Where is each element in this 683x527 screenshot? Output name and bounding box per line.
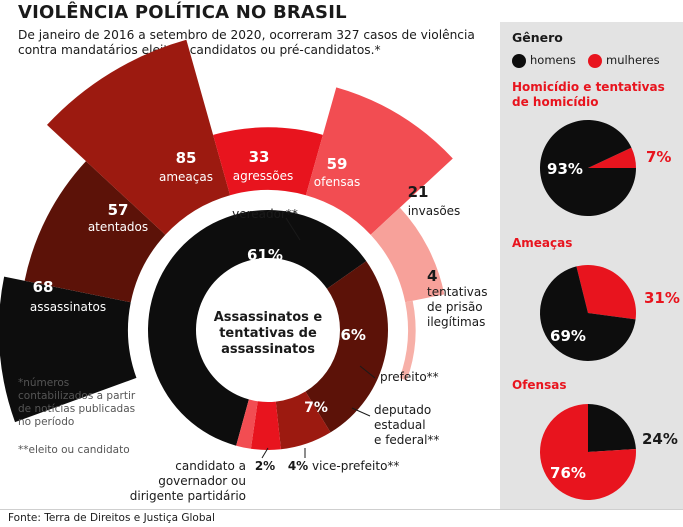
legend-dot-homens (512, 54, 526, 68)
page-title: VIOLÊNCIA POLÍTICA NO BRASIL (18, 2, 347, 23)
pie-slice-homens (540, 119, 636, 216)
arc-bar-6 (399, 300, 416, 381)
pie-value-label: 76% (550, 464, 586, 482)
pie-value-label: 24% (642, 430, 678, 448)
arc-category-label: invasões (408, 204, 461, 218)
arc-bar-1 (24, 161, 166, 303)
footnote-1: *números contabilizados a partir de notí… (18, 377, 135, 429)
footnote-2: **eleito ou candidato (18, 444, 130, 456)
donut-category-label: prefeito** (380, 370, 439, 384)
donut-slice-4 (236, 399, 258, 449)
arc-value-label: 59 (327, 155, 348, 173)
arc-value-label: 85 (176, 149, 197, 167)
donut-value-label: 2% (255, 459, 275, 473)
donut-category-label: vereador** (232, 207, 298, 221)
arc-category-label: ameaças (159, 170, 213, 184)
legend-label-homens: homens (530, 53, 576, 67)
pie-value-label: 93% (547, 160, 583, 178)
legend-dot-mulheres (588, 54, 602, 68)
arc-value-label: 21 (408, 183, 429, 201)
section-title-ameacas: Ameaças (512, 236, 573, 250)
legend-label-mulheres: mulheres (606, 53, 660, 67)
arc-bars (0, 39, 453, 423)
donut-value-label: 4% (288, 459, 308, 473)
arc-value-label: 68 (33, 278, 54, 296)
leader-line (359, 365, 376, 379)
pie-slice-mulheres (588, 147, 636, 168)
donut-slice-3 (250, 401, 281, 450)
arc-category-label: tentativas de prisão ilegítimas (427, 285, 488, 329)
arc-bar-4 (305, 87, 453, 235)
radial-chart: Assassinatos e tentativas de assassinatos6… (0, 39, 488, 503)
arc-bar-0 (0, 276, 137, 423)
donut-category-label: candidato a governador ou dirigente partid… (130, 459, 246, 503)
arc-value-label: 4 (427, 267, 437, 285)
source-note: Fonte: Terra de Direitos e Justiça Globa… (8, 512, 215, 524)
donut-slice-2 (275, 391, 331, 450)
donut-category-label: vice-prefeito** (312, 459, 399, 473)
arc-category-label: ofensas (314, 175, 360, 189)
donut-value-label: 26% (330, 326, 366, 344)
gender-pies: 93% 7% 69% 31% 24% 76% (540, 119, 680, 500)
divider (0, 509, 683, 510)
donut-slice-1 (305, 261, 388, 433)
page-subtitle: De janeiro de 2016 a setembro de 2020, o… (18, 28, 475, 57)
arc-category-label: atentados (88, 220, 148, 234)
donut-category-label: deputado estadual e federal** (374, 403, 439, 447)
pie-slice-homens (540, 266, 636, 361)
pie-value-label: 69% (550, 327, 586, 345)
donut-chart: Assassinatos e tentativas de assassinatos 6… (130, 207, 440, 503)
footnote-1-line: contabilizados a partir (18, 390, 136, 402)
donut-center-label: Assassinatos e tentativas de assassinatos (214, 310, 323, 357)
arc-value-label: 33 (249, 148, 270, 166)
leader-line (351, 407, 371, 417)
pie-value-label: 7% (646, 148, 671, 166)
pie-slice-mulheres (576, 265, 636, 320)
arc-value-label: 57 (108, 201, 129, 219)
leader-line (285, 217, 301, 241)
footnote-1-line: *números (18, 377, 70, 389)
arc-bar-5 (370, 207, 445, 303)
donut-slice-0 (148, 210, 367, 446)
gender-panel: Gênero homens mulheres Homicídio e tenta… (500, 22, 683, 509)
arc-category-label: agressões (233, 169, 294, 183)
donut-value-label: 7% (304, 400, 328, 416)
footnote-1-line: de notícias publicadas (18, 403, 136, 415)
arc-category-label: assassinatos (30, 300, 106, 314)
leader-line (261, 447, 269, 459)
donut-value-label: 61% (247, 246, 283, 264)
arc-bar-2 (46, 39, 231, 235)
arc-bar-3 (213, 127, 323, 196)
pie-slice-homens (588, 404, 636, 452)
pie-slice-mulheres (540, 404, 636, 500)
pie-value-label: 31% (644, 289, 680, 307)
section-title-homicidio: Homicídio e tentativas de homicídio (512, 80, 665, 109)
legend-title: Gênero (512, 30, 563, 45)
section-title-ofensas: Ofensas (512, 378, 567, 392)
footnote-1-line: no período (18, 416, 75, 428)
